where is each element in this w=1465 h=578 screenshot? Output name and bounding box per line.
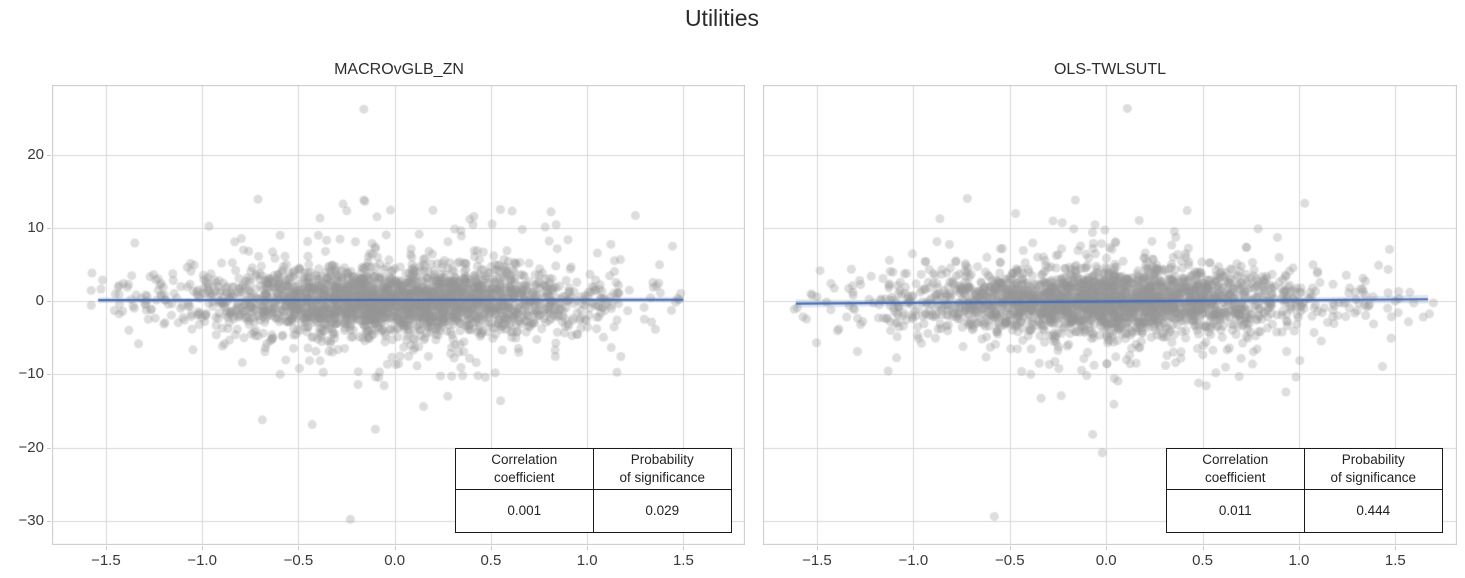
x-tick-label: −1.0 — [898, 552, 929, 569]
x-tick-label: 1.5 — [672, 552, 694, 569]
stats-table-left: Correlation coefficient Probability of s… — [455, 448, 732, 533]
x-tick-label: −1.5 — [802, 552, 832, 569]
x-tick-label: 1.0 — [576, 552, 598, 569]
panel-title-right: OLS-TWLSUTL — [1053, 61, 1166, 78]
x-tick-mark — [394, 546, 396, 550]
x-tick-label: −0.5 — [994, 552, 1025, 569]
y-tick-mark — [47, 301, 51, 303]
x-tick-mark — [490, 546, 492, 550]
x-tick-label: −1.5 — [91, 552, 121, 569]
stats-header-correlation: Correlation coefficient — [1167, 449, 1305, 490]
y-tick-label: 10 — [27, 218, 44, 236]
x-tick-mark — [683, 546, 685, 550]
axes-left: Correlation coefficient Probability of s… — [52, 85, 745, 545]
y-tick-mark — [47, 447, 51, 449]
y-tick-label: −10 — [18, 365, 44, 383]
x-tick-mark — [298, 546, 300, 550]
y-tick-mark — [47, 227, 51, 229]
y-tick-mark — [47, 374, 51, 376]
x-tick-mark — [1202, 546, 1204, 550]
x-tick-label: 1.5 — [1384, 552, 1406, 569]
y-tick-label: 20 — [27, 145, 44, 163]
x-tick-mark — [1009, 546, 1011, 550]
stats-header-correlation: Correlation coefficient — [456, 449, 594, 490]
x-tick-mark — [1298, 546, 1300, 550]
x-tick-mark — [913, 546, 915, 550]
y-tick-label: 0 — [35, 292, 44, 310]
figure-title: Utilities — [684, 5, 760, 31]
y-tick-mark — [47, 154, 51, 156]
x-tick-mark — [816, 546, 818, 550]
x-tick-mark — [1395, 546, 1397, 550]
stats-value-probability: 0.029 — [645, 503, 680, 519]
y-tick-label: −20 — [18, 438, 44, 456]
stats-header-probability: Probability of significance — [593, 449, 731, 490]
x-tick-label: 0.5 — [480, 552, 502, 569]
stats-header-probability: Probability of significance — [1304, 449, 1442, 490]
panel-title-left: MACROvGLB_ZN — [334, 61, 464, 78]
y-tick-mark — [47, 520, 51, 522]
axes-right: Correlation coefficient Probability of s… — [763, 85, 1457, 545]
x-tick-label: −1.0 — [187, 552, 217, 569]
x-tick-mark — [1106, 546, 1108, 550]
stats-value-probability: 0.444 — [1356, 503, 1391, 519]
stats-value-correlation: 0.011 — [1167, 490, 1305, 532]
y-tick-label: −30 — [18, 511, 44, 529]
x-tick-label: −0.5 — [283, 552, 314, 569]
stats-table-right: Correlation coefficient Probability of s… — [1166, 448, 1443, 533]
x-tick-label: 1.0 — [1288, 552, 1310, 569]
x-tick-mark — [202, 546, 204, 550]
x-tick-mark — [587, 546, 589, 550]
x-tick-mark — [105, 546, 107, 550]
x-tick-label: 0.0 — [384, 552, 406, 569]
stats-value-correlation: 0.001 — [456, 490, 594, 532]
x-tick-label: 0.5 — [1192, 552, 1213, 569]
x-tick-label: 0.0 — [1095, 552, 1117, 569]
